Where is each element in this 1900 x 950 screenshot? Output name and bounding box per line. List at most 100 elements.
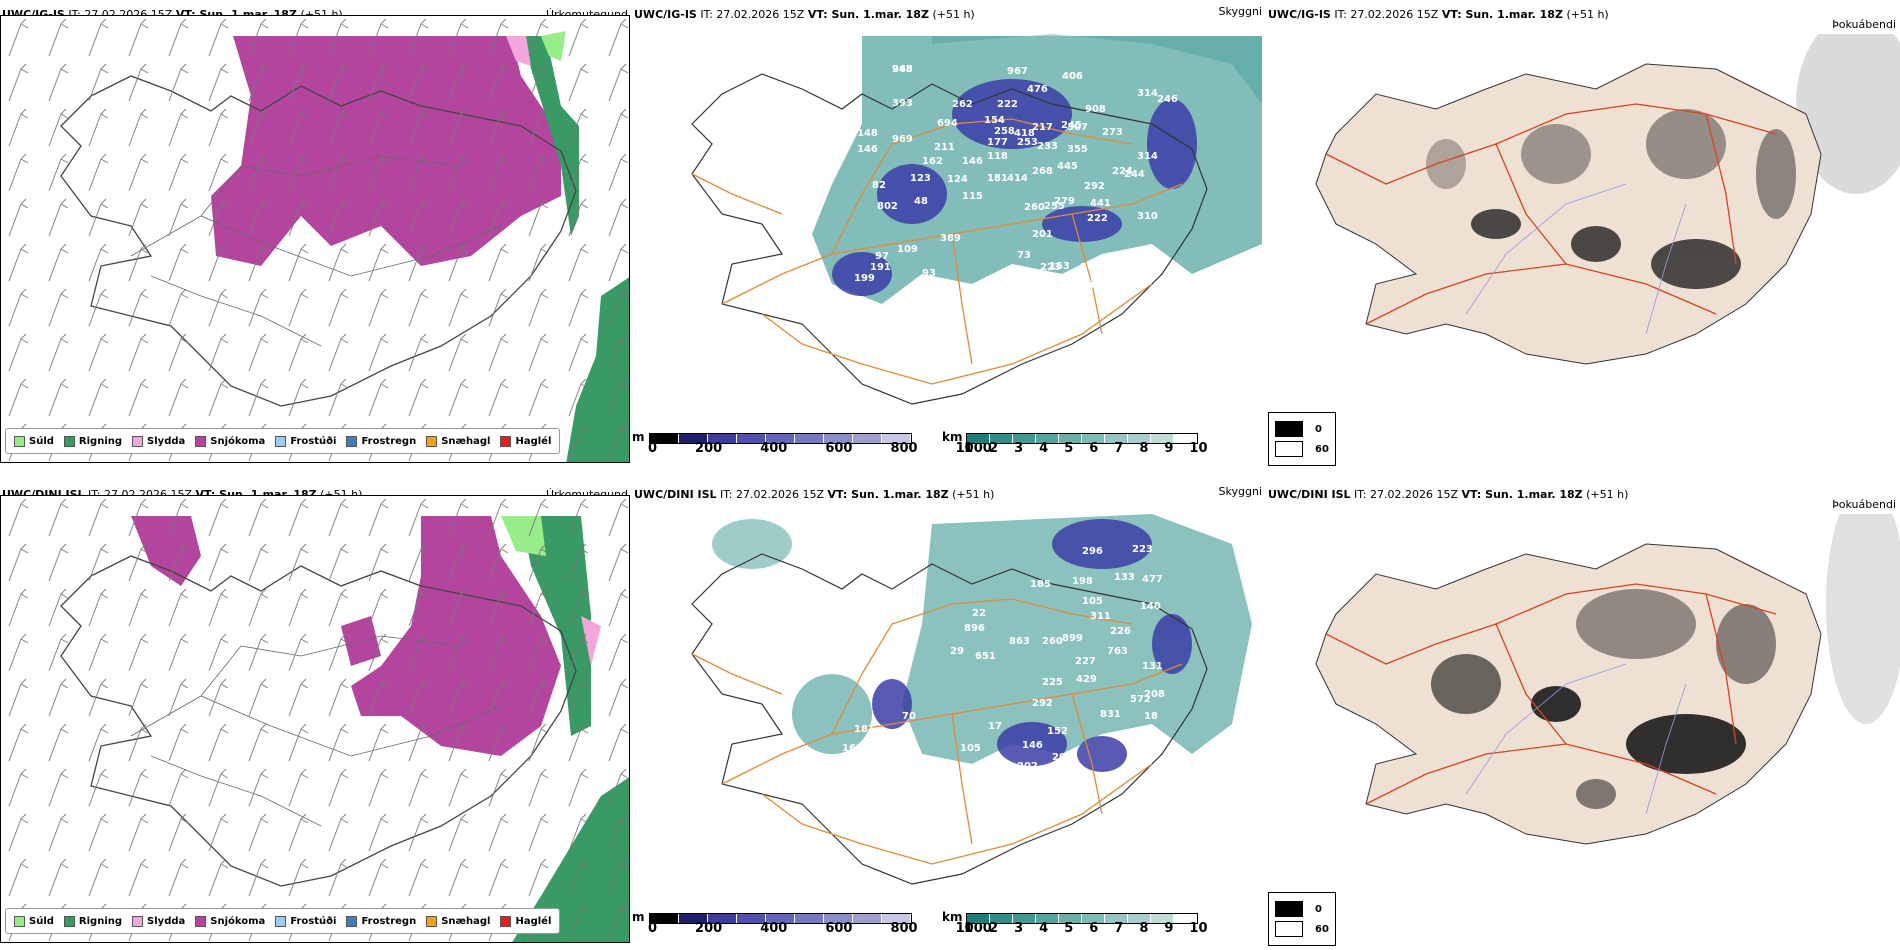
legend-item-freezing-drizzle: Frostúði	[275, 915, 336, 927]
cloud-base-value: 307	[1067, 122, 1088, 133]
colorbar-swatch	[1036, 434, 1060, 443]
fog-legend-row: 60	[1275, 441, 1329, 457]
colorbar-swatch	[990, 914, 1014, 923]
colorbar-swatches	[966, 913, 1199, 924]
tick: 400	[760, 441, 788, 456]
freezing-drizzle-swatch	[275, 915, 287, 927]
cloud-base-value: 181	[854, 724, 875, 735]
fog-map[interactable]	[1266, 514, 1900, 894]
colorbar-swatch	[794, 914, 824, 923]
colorbar-ticks: 0 200 400 600 800 1000	[648, 441, 992, 456]
rivers	[1465, 183, 1687, 335]
cloud-base-value: 73	[1017, 250, 1031, 261]
colorbar-swatch	[1151, 434, 1175, 443]
cloud-base-value: 140	[1140, 601, 1161, 612]
cloud-map[interactable]: 296 223 477 198 133 185 105 311 140 22 896 899 226 26…	[632, 504, 1262, 904]
precip-map-svg	[1, 496, 629, 942]
cloud-base-value: 389	[940, 233, 961, 244]
precip-map[interactable]: Súld Rigning Slydda Snjókoma Frostúði Fr…	[0, 495, 630, 943]
cloud-base-value: 98	[1066, 293, 1080, 304]
colorbar-unit: km	[942, 430, 963, 444]
cloud-base-value: 199	[854, 273, 875, 284]
precip-map[interactable]: Súld Rigning Slydda Snjókoma Frostúði Fr…	[0, 15, 630, 463]
legend-item-snow-pellets: Snæhagl	[426, 435, 490, 447]
legend-item-snow-pellets: Snæhagl	[426, 915, 490, 927]
cloud-base-value: 310	[1137, 211, 1158, 222]
fog-map[interactable]	[1266, 34, 1900, 414]
cloud-base-value: 260	[1042, 636, 1063, 647]
colorbar-swatch	[1013, 434, 1037, 443]
tick: 9	[1164, 441, 1174, 456]
cloud-base-value: 124	[947, 174, 968, 185]
tick: 7	[1114, 921, 1124, 936]
tick: 5	[1064, 441, 1074, 456]
tick: 2	[989, 921, 999, 936]
cloud-base-value: 227	[1075, 656, 1096, 667]
cloud-map[interactable]: 968 967 406 393 262 222 476 314 246 148 694 154 258 4…	[632, 24, 1262, 424]
cloud-base-value: 22	[972, 608, 986, 619]
colorbar-swatch	[736, 434, 766, 443]
colorbar-swatch	[765, 434, 795, 443]
tick: 4	[1039, 441, 1049, 456]
rain-swatch	[63, 915, 75, 927]
hail-swatch	[500, 435, 512, 447]
cloud-base-value: 225	[1042, 677, 1063, 688]
cloud-base-value: 37	[827, 771, 841, 782]
cloud-base-value: 802	[877, 201, 898, 212]
tick: 10	[1189, 441, 1208, 456]
precip-type-legend: Súld Rigning Slydda Snjókoma Frostúði Fr…	[5, 428, 561, 454]
colorbar-swatch	[823, 434, 853, 443]
cloud-base-value: 133	[1114, 572, 1135, 583]
drizzle-swatch	[14, 435, 25, 447]
tick: 2	[989, 441, 999, 456]
cloud-base-value: 477	[1142, 574, 1163, 585]
cloud-base-value: 969	[892, 134, 913, 145]
cloud-base-value: 131	[1142, 661, 1163, 672]
fog-legend-swatch	[1275, 921, 1303, 937]
cloud-base-value: 146	[1022, 740, 1043, 751]
snow-swatch	[195, 915, 207, 927]
colorbar-swatch	[852, 434, 882, 443]
cloud-base-value: 201	[1032, 229, 1053, 240]
fog-map-svg	[1266, 34, 1900, 414]
tick: 1	[964, 441, 974, 456]
panel-variable-label: Þokuábendi	[1832, 498, 1896, 511]
cloud-base-value: 863	[1009, 636, 1030, 647]
colorbar-swatch	[881, 914, 911, 923]
cloud-base-value: 314	[1137, 88, 1158, 99]
tick: 600	[825, 921, 853, 936]
cloud-base-value: 445	[1057, 161, 1078, 172]
cloud-base-value: 121	[1055, 278, 1076, 289]
colorbar-swatch	[707, 914, 737, 923]
fog-legend-swatch	[1275, 441, 1303, 457]
cloud-base-value: 226	[1110, 626, 1131, 637]
freezing-rain-swatch	[346, 435, 358, 447]
cloud-base-value: 97	[875, 251, 889, 262]
freezing-rain-swatch	[346, 915, 358, 927]
legend-item-freezing-rain: Frostregn	[346, 435, 416, 447]
colorbar-swatch	[1174, 914, 1198, 923]
rain-swatch	[63, 435, 75, 447]
freezing-drizzle-swatch	[275, 435, 287, 447]
cloud-base-value: 296	[1082, 546, 1103, 557]
cloud-base-value: 123	[910, 173, 931, 184]
cloud-base-value: 162	[922, 156, 943, 167]
cloud-base-value: 253	[1017, 137, 1038, 148]
cloud-base-value: 109	[897, 244, 918, 255]
colorbar-swatch	[823, 914, 853, 923]
colorbar-swatch	[794, 434, 824, 443]
terrain-height-colorbar: m 0 200 400 600 800 1000	[632, 910, 992, 936]
cloud-base-value: 245	[892, 64, 913, 75]
colorbar-swatch	[707, 434, 737, 443]
legend-item-sleet: Slydda	[132, 435, 185, 447]
cloud-base-value: 202	[1017, 761, 1038, 772]
tick: 6	[1089, 921, 1099, 936]
fog-legend-row: 0	[1275, 901, 1329, 917]
cloud-base-value: 168	[1080, 262, 1101, 273]
roads	[1325, 103, 1777, 325]
fog-index-areas	[1431, 589, 1776, 809]
tick: 4	[1039, 921, 1049, 936]
tick: 8	[1139, 441, 1149, 456]
colorbar-swatch	[678, 914, 708, 923]
legend-item-drizzle: Súld	[14, 915, 54, 927]
